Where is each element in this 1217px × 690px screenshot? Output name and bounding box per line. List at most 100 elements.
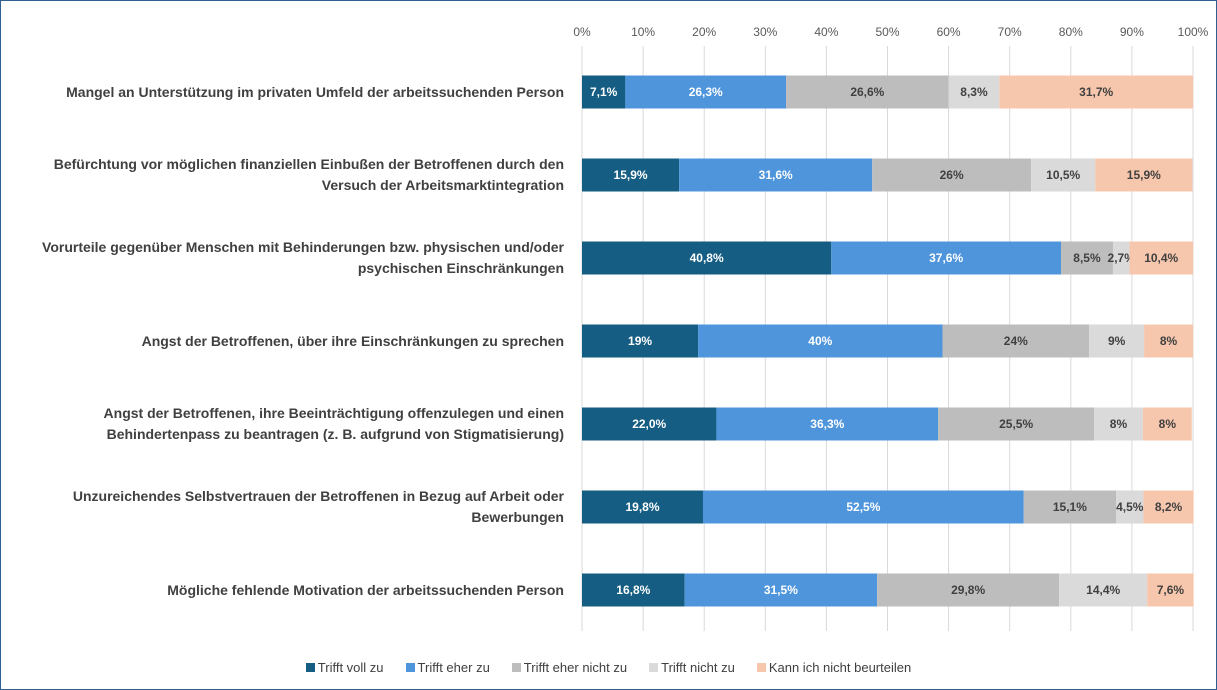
bar-segment [942, 324, 1090, 358]
data-label: 16,8% [616, 583, 650, 597]
data-label: 15,1% [1053, 500, 1087, 514]
legend-swatch [511, 663, 521, 672]
bar-segment [679, 158, 873, 192]
data-label: 36,3% [810, 417, 844, 431]
bar-segment [1112, 241, 1130, 275]
category-label: Befürchtung vor möglichen finanziellen E… [53, 156, 564, 193]
data-label: 4,5% [1116, 500, 1144, 514]
legend-item: Trifft nicht zu [649, 660, 735, 675]
bar-segment [582, 407, 717, 441]
legend-item: Trifft voll zu [305, 660, 384, 675]
data-label: 31,7% [1079, 85, 1113, 99]
data-label: 25,5% [999, 417, 1033, 431]
data-label: 22,0% [632, 417, 666, 431]
legend-item: Trifft eher zu [405, 660, 490, 675]
data-label: 19% [628, 334, 652, 348]
x-tick-label: 0% [573, 25, 591, 39]
bar-segment [684, 573, 878, 607]
x-tick-label: 100% [1178, 25, 1209, 39]
bar-segment [1031, 158, 1096, 192]
legend-label: Trifft voll zu [317, 660, 384, 675]
bar-segment [1023, 490, 1117, 524]
bar-segment [1116, 490, 1144, 524]
legend-item: Trifft eher nicht zu [511, 660, 628, 675]
data-label: 7,1% [590, 85, 618, 99]
bar-segment [831, 241, 1062, 275]
bar-segment [1059, 573, 1148, 607]
bar-segment [582, 324, 699, 358]
legend: Trifft voll zu Trifft eher zu Trifft eher … [1, 660, 1216, 675]
legend-label: Trifft eher zu [417, 660, 490, 675]
x-tick-label: 90% [1120, 25, 1144, 39]
data-label: 26,6% [850, 85, 884, 99]
data-label: 24% [1004, 334, 1028, 348]
bar-segment [1095, 158, 1193, 192]
data-label: 8% [1110, 417, 1128, 431]
data-label: 8% [1159, 417, 1177, 431]
category-label: Angst der Betroffenen, über ihre Einschr… [141, 332, 564, 349]
x-tick-label: 10% [631, 25, 655, 39]
legend-label: Kann ich nicht beurteilen [768, 660, 912, 675]
legend-swatch [405, 663, 415, 672]
data-label: 8,2% [1155, 500, 1183, 514]
data-label: 19,8% [625, 500, 659, 514]
bar-segment [698, 324, 943, 358]
bar-segment [1142, 407, 1192, 441]
category-label: Mangel an Unterstützung im privaten Umfe… [66, 83, 564, 100]
data-label: 8,5% [1073, 251, 1101, 265]
data-label: 31,6% [759, 168, 793, 182]
category-label: Angst der Betroffenen, ihre Beeinträchti… [103, 405, 564, 442]
x-tick-label: 20% [692, 25, 716, 39]
bar-segment [1144, 324, 1193, 358]
bar-segment [582, 75, 626, 109]
data-label: 40% [808, 334, 832, 348]
data-label: 14,4% [1086, 583, 1120, 597]
bar-segment [1094, 407, 1143, 441]
x-tick-label: 50% [875, 25, 899, 39]
data-label: 31,5% [764, 583, 798, 597]
data-label: 10,4% [1144, 251, 1178, 265]
data-label: 37,6% [929, 251, 963, 265]
data-label: 29,8% [951, 583, 985, 597]
data-label: 8,3% [960, 85, 988, 99]
bar-segment [948, 75, 1000, 109]
bar-segment [938, 407, 1095, 441]
bar-segment [582, 490, 703, 524]
bar-segment [1061, 241, 1113, 275]
category-label: Unzureichendes Selbstvertrauen der Betro… [72, 488, 564, 525]
bar-segment [1147, 573, 1194, 607]
bar-segment [872, 158, 1032, 192]
data-label: 52,5% [846, 500, 880, 514]
legend-item: Kann ich nicht beurteilen [756, 660, 912, 675]
x-tick-label: 60% [937, 25, 961, 39]
bar-segment [582, 241, 832, 275]
data-label: 15,9% [1127, 168, 1161, 182]
bar-segment [877, 573, 1060, 607]
x-tick-label: 30% [753, 25, 777, 39]
x-tick-label: 40% [814, 25, 838, 39]
bar-segment [1129, 241, 1193, 275]
data-label: 40,8% [690, 251, 724, 265]
bar-segment [625, 75, 787, 109]
bar-segment [1089, 324, 1145, 358]
bar-segment [582, 158, 680, 192]
bar-segment [716, 407, 939, 441]
bar-segment [582, 573, 685, 607]
bar-segment [999, 75, 1193, 109]
legend-label: Trifft eher nicht zu [523, 660, 628, 675]
bar-segment [702, 490, 1024, 524]
category-label: Mögliche fehlende Motivation der arbeits… [167, 581, 564, 598]
legend-label: Trifft nicht zu [661, 660, 735, 675]
data-label: 2,7% [1108, 251, 1136, 265]
legend-swatch [649, 663, 659, 672]
data-label: 8% [1160, 334, 1178, 348]
bar-segment [786, 75, 949, 109]
category-label: Vorurteile gegenüber Menschen mit Behind… [42, 239, 564, 276]
x-tick-label: 70% [998, 25, 1022, 39]
legend-swatch [305, 663, 315, 672]
bar-segment [1143, 490, 1194, 524]
data-label: 26% [940, 168, 964, 182]
legend-swatch [756, 663, 766, 672]
